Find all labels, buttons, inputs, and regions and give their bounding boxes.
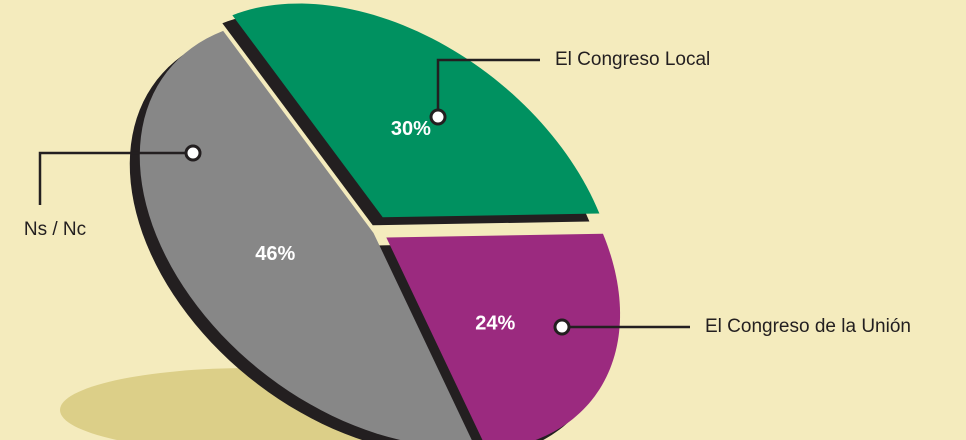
value-label: 30%	[391, 118, 431, 140]
leader-dot	[429, 108, 447, 126]
value-label: 46%	[255, 243, 295, 265]
slice	[232, 3, 600, 218]
slice	[139, 30, 472, 440]
category-label: El Congreso de la Unión	[705, 316, 911, 337]
leader-dot	[553, 318, 571, 336]
category-label: El Congreso Local	[555, 49, 710, 70]
leader-line	[436, 58, 540, 117]
leader-line	[38, 151, 193, 205]
slice	[386, 233, 621, 440]
value-label: 24%	[475, 313, 515, 335]
category-label: Ns / Nc	[24, 219, 86, 240]
leader-dot	[184, 144, 202, 162]
